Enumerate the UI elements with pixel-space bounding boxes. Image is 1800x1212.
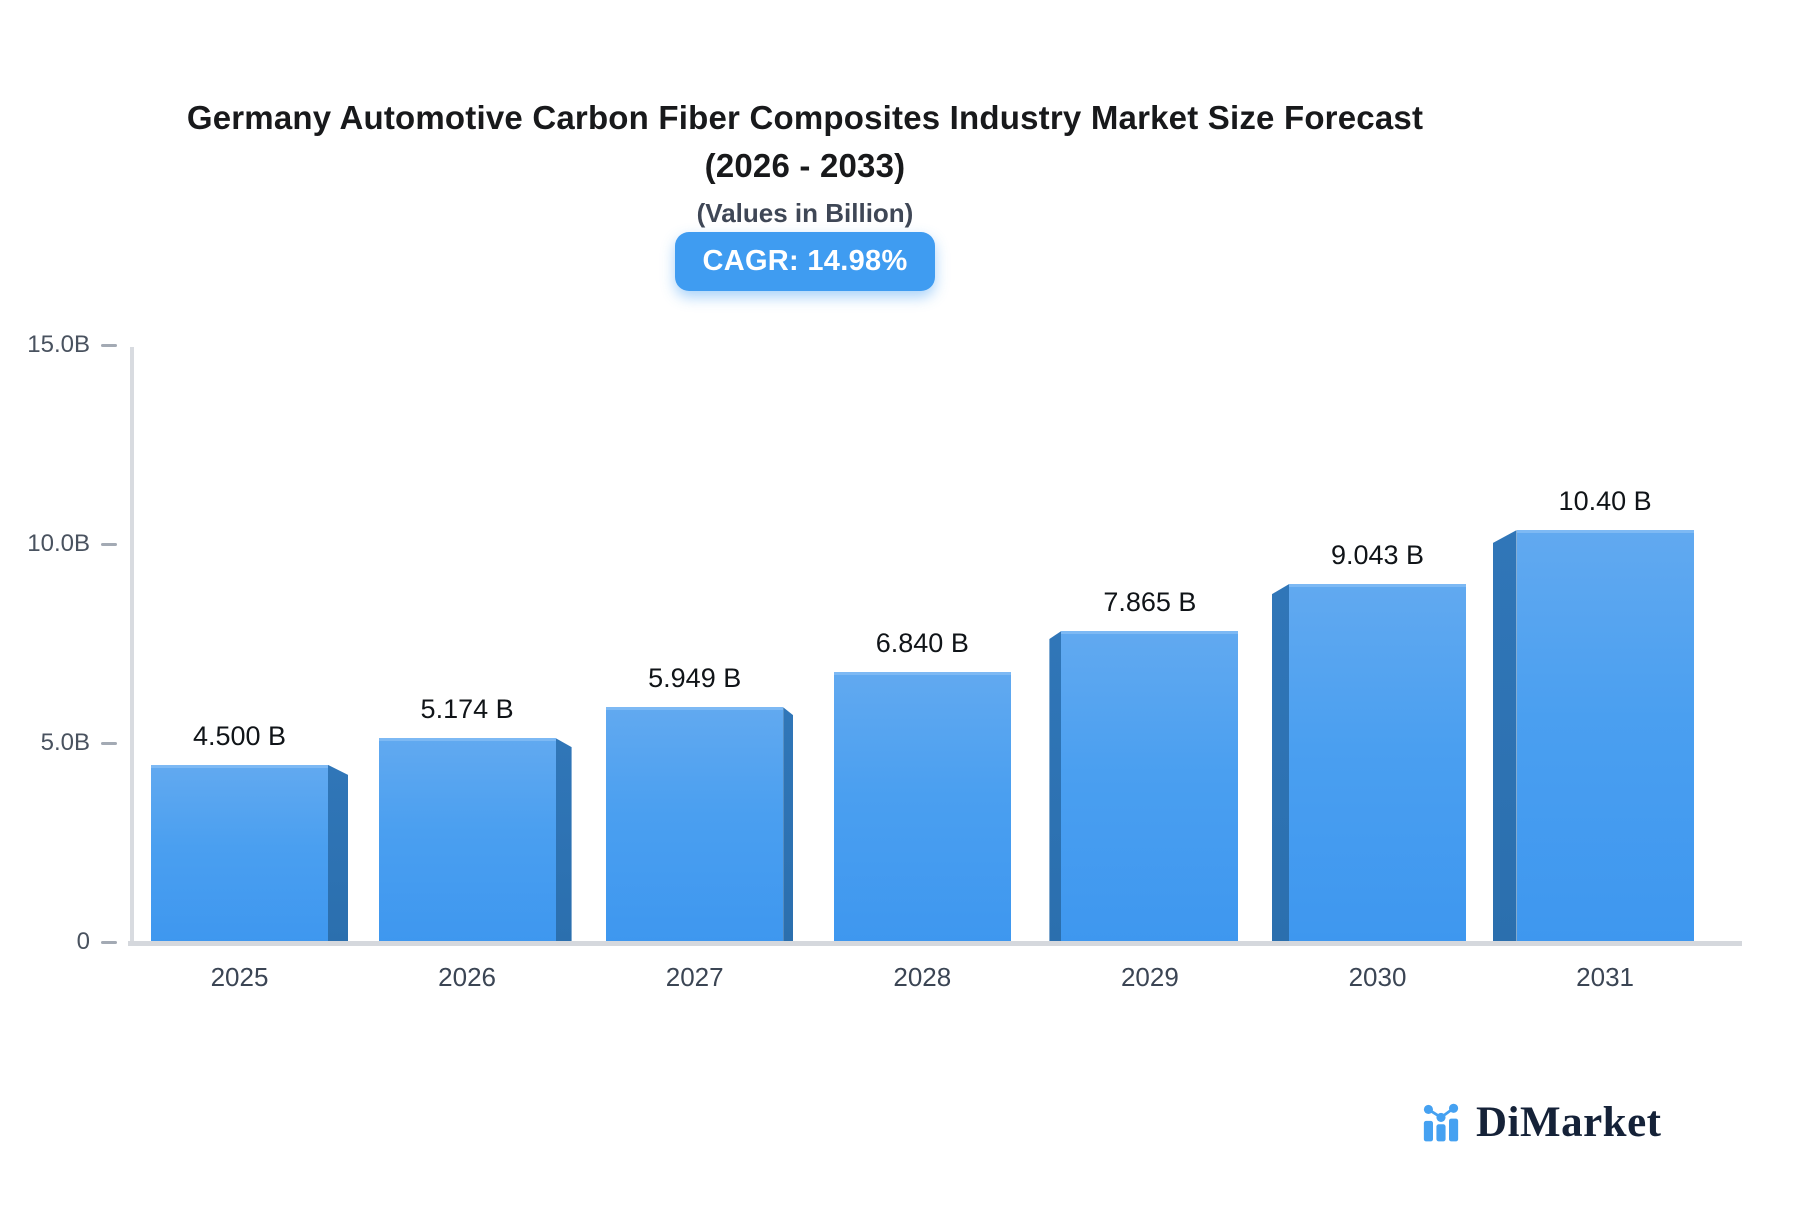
brand-logo: DiMarket xyxy=(1418,1092,1662,1152)
x-axis-label-2030: 2030 xyxy=(1348,962,1407,992)
y-tick-dash xyxy=(101,941,117,944)
bar-2027[interactable] xyxy=(606,707,784,944)
page-title: Germany Automotive Carbon Fiber Composit… xyxy=(186,99,1424,136)
page-title-years: (2026 - 2033) xyxy=(704,147,906,184)
y-tick-label: 15.0B xyxy=(27,331,90,358)
bar-2027-side xyxy=(783,707,794,944)
x-axis-label-2031: 2031 xyxy=(1576,962,1635,992)
bar-2029-side xyxy=(1049,630,1062,944)
bar-value-label: 7.865 B xyxy=(1103,586,1197,617)
x-axis-label-2026: 2026 xyxy=(438,962,497,992)
bar-value-label: 10.40 B xyxy=(1558,486,1652,517)
bar-2030-side xyxy=(1272,584,1289,944)
bar-value-label: 6.840 B xyxy=(875,627,969,658)
bar-value-label: 5.949 B xyxy=(648,663,742,694)
brand-name: DiMarket xyxy=(1476,1098,1662,1146)
y-axis-line xyxy=(130,347,134,944)
bar-line-chart-icon xyxy=(1423,1103,1459,1142)
bar-value-label: 5.174 B xyxy=(420,694,514,725)
bar-2029[interactable] xyxy=(1061,630,1239,944)
x-axis-label-2027: 2027 xyxy=(665,962,724,992)
x-axis-label-2025: 2025 xyxy=(210,962,269,992)
y-tick-dash xyxy=(101,742,117,745)
bar-2031-side xyxy=(1492,530,1517,944)
y-tick-dash xyxy=(101,543,117,546)
bar-value-label: 9.043 B xyxy=(1330,540,1425,571)
bar-2026[interactable] xyxy=(378,738,556,944)
chart-subtitle: (Values in Billion) xyxy=(696,198,914,228)
y-tick-label: 0 xyxy=(76,928,90,955)
bar-2030[interactable] xyxy=(1289,584,1466,944)
bar-2025-side xyxy=(328,764,348,944)
bar-value-label: 4.500 B xyxy=(192,720,287,751)
bar-2031[interactable] xyxy=(1516,530,1694,944)
x-axis-label-2029: 2029 xyxy=(1120,962,1179,992)
x-axis-baseline xyxy=(128,941,1742,946)
bar-2026-side xyxy=(555,738,572,944)
bar-2025[interactable] xyxy=(151,764,328,944)
y-tick-label: 5.0B xyxy=(40,729,90,756)
x-axis-label-2028: 2028 xyxy=(893,962,952,992)
y-tick-label: 10.0B xyxy=(27,530,90,557)
cagr-badge-wrap: CAGR: 14.98% xyxy=(0,232,1610,291)
cagr-badge: CAGR: 14.98% xyxy=(675,232,935,291)
y-tick-dash xyxy=(101,344,117,347)
bar-2028[interactable] xyxy=(833,671,1011,944)
